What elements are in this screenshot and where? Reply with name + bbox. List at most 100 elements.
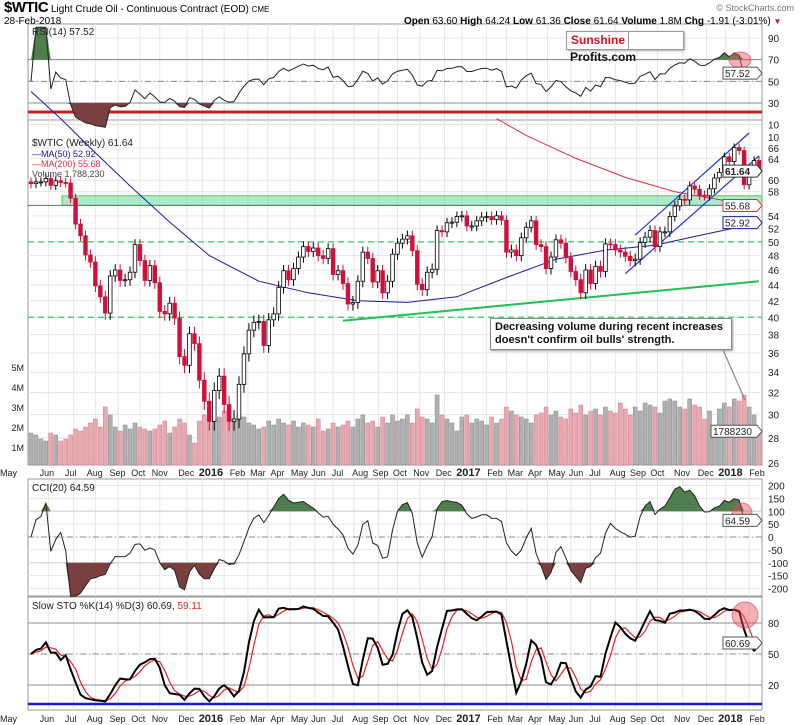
candle-body: [543, 246, 549, 269]
candle-body: [528, 220, 534, 228]
price-tick-label: 46: [768, 266, 780, 277]
price-tick-label: 52: [768, 225, 780, 236]
candle-body: [608, 243, 613, 246]
cci-legend: CCI(20) 64.59: [32, 483, 95, 494]
support-zone-band: [61, 195, 763, 206]
volume-bar: [246, 422, 252, 466]
price-legend-title: $WTIC (Weekly) 61.64: [32, 138, 133, 149]
chart-date: 28-Feb-2018: [4, 16, 62, 27]
candle-body: [603, 243, 608, 272]
volume-bar: [261, 426, 267, 466]
volume-bar: [330, 422, 336, 466]
date-label: 2018: [718, 467, 742, 479]
candle-body: [395, 242, 400, 255]
rsi-oversold-fill: [31, 102, 759, 128]
volume-bar: [350, 426, 356, 466]
date-label: Oct: [393, 468, 408, 478]
candle-body: [687, 185, 692, 201]
candle-body: [311, 247, 316, 252]
volume-bar: [697, 406, 702, 466]
date-label: May: [548, 714, 566, 724]
candle-body: [93, 261, 98, 287]
candle-body: [717, 172, 722, 179]
candle-body: [533, 220, 539, 245]
candle-body: [439, 230, 445, 233]
candle-body: [296, 256, 301, 269]
sto-legend: Slow STO %K(14) %D(3) 60.69, 59.11: [32, 601, 202, 612]
date-label: Feb: [230, 468, 246, 478]
date-label: Nov: [152, 468, 169, 478]
volume-bar: [494, 422, 499, 466]
volume-bar: [702, 418, 707, 466]
rsi-tick-label: 10: [768, 121, 780, 132]
open-value: 63.60: [432, 16, 458, 27]
candle-body: [28, 181, 34, 185]
annotation-pointer: [719, 342, 746, 401]
date-label: 2017: [456, 713, 480, 725]
volume-bar: [390, 414, 395, 466]
sto-tick-label: 80: [768, 619, 780, 630]
low-value: 61.36: [535, 16, 561, 27]
candle-body: [573, 271, 578, 281]
volume-bar: [320, 430, 326, 466]
price-tick-label: 10: [768, 133, 780, 144]
candle-body: [182, 356, 187, 366]
volume-bar: [598, 414, 603, 466]
date-label: Oct: [393, 714, 408, 724]
date-label: Mar: [250, 714, 266, 724]
volume-bar: [385, 422, 390, 466]
volume-bar: [563, 418, 569, 466]
volume-bar: [677, 406, 683, 466]
cci-tick-label: -150: [768, 572, 788, 583]
candle-body: [301, 246, 306, 258]
down-arrow-icon: ▼: [773, 17, 782, 26]
volume-bar: [538, 412, 544, 466]
volume-bar: [172, 426, 177, 466]
volume-bar: [583, 414, 588, 466]
date-label: Jun: [40, 468, 55, 478]
volume-bar: [127, 428, 133, 466]
candle-body: [117, 269, 123, 281]
candle-body: [83, 235, 88, 256]
volume-bar: [533, 414, 539, 466]
date-label: May: [548, 468, 566, 478]
volume-bar: [335, 426, 341, 466]
volume-bar: [424, 418, 430, 466]
volume-bar: [657, 412, 663, 466]
candle-body: [469, 225, 474, 228]
candle-body: [325, 248, 331, 259]
copyright: © StockCharts.com: [716, 3, 794, 13]
volume-bar: [519, 416, 524, 466]
candle-body: [558, 239, 564, 244]
date-label: Feb: [230, 714, 246, 724]
date-label: Apr: [271, 714, 285, 724]
candle-body: [212, 390, 217, 422]
volume-bar: [405, 414, 410, 466]
candle-body: [390, 253, 395, 282]
candle-body: [598, 265, 603, 272]
date-label: May: [0, 714, 18, 724]
volume-bar: [266, 420, 271, 466]
date-label: Feb: [749, 468, 765, 478]
volume-tag-box: [710, 424, 763, 438]
date-label: 2017: [456, 467, 480, 479]
sunshine-profits-logo: SunshineProfits.com: [566, 31, 684, 64]
date-label: Oct: [131, 714, 146, 724]
candle-body: [197, 343, 202, 381]
candle-body: [38, 181, 44, 184]
candle-body: [271, 313, 276, 321]
volume-bar: [53, 434, 59, 466]
volume-bar: [573, 412, 579, 466]
volume-bar: [637, 410, 643, 466]
candle-body: [43, 178, 49, 183]
volume-annotation: Decreasing volume during recent increase…: [490, 318, 732, 350]
candle-body: [410, 235, 415, 252]
candle-body: [68, 182, 73, 199]
rsi-tick-label: 90: [768, 34, 780, 45]
rsi-tick-label: 70: [768, 56, 780, 67]
price-tick-label: 36: [768, 349, 780, 360]
candle-body: [479, 216, 484, 222]
candle-body: [320, 255, 326, 259]
date-label: Mar: [250, 468, 266, 478]
